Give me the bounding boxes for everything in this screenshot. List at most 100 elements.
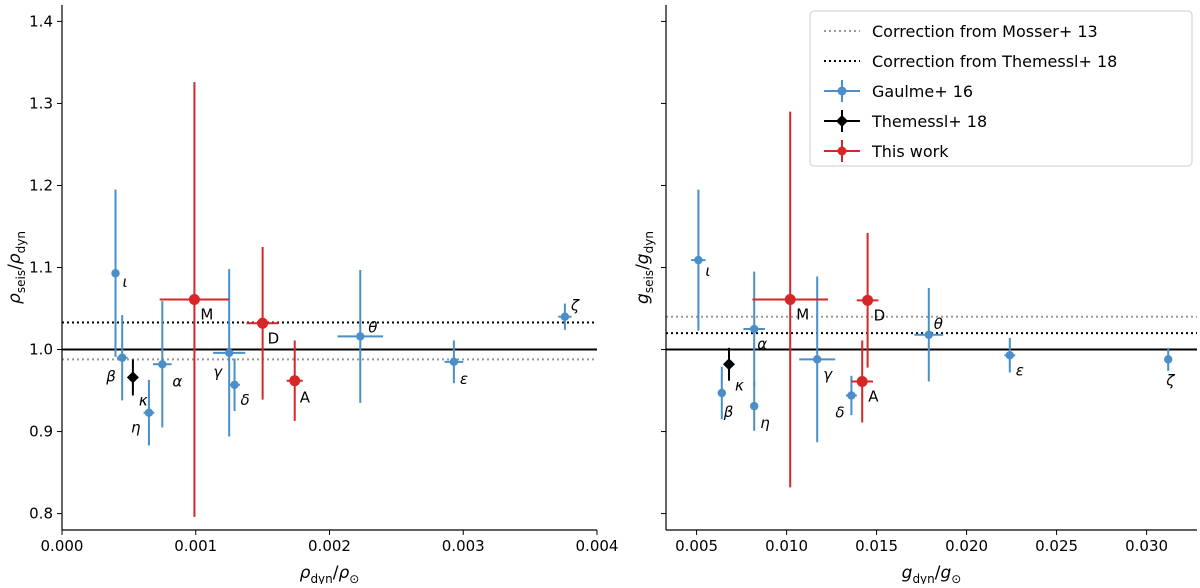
point-label: β	[105, 368, 116, 386]
point-label: D	[268, 329, 280, 347]
point-label: η	[760, 414, 770, 432]
data-point: θ	[914, 288, 944, 382]
point-label: α	[172, 372, 182, 390]
data-point: η	[750, 381, 770, 432]
legend-circle-marker	[837, 146, 847, 156]
y-tick-label: 1.2	[29, 176, 53, 194]
diamond-marker	[723, 358, 735, 371]
data-point: M	[159, 82, 230, 517]
data-point: A	[286, 340, 311, 421]
circle-marker	[224, 348, 234, 358]
data-point: ζ	[558, 297, 580, 330]
x-tick-label: 0.015	[855, 537, 898, 555]
legend: Correction from Mosser+ 13 Correction fro…	[809, 10, 1193, 167]
data-point: α	[152, 301, 182, 428]
circle-marker	[289, 375, 301, 387]
circle-marker	[750, 324, 759, 334]
data-point: η	[131, 379, 155, 446]
circle-marker	[1164, 355, 1173, 364]
x-axis-label: gdyn/g⊙	[902, 563, 962, 584]
point-label: ι	[705, 262, 710, 280]
legend-frame	[809, 10, 1193, 167]
circle-marker	[813, 355, 822, 364]
legend-circle-marker	[837, 86, 847, 96]
data-point: M	[752, 111, 828, 488]
circle-marker	[117, 353, 127, 362]
x-tick-label: 0.025	[1035, 537, 1078, 555]
circle-marker	[847, 391, 856, 400]
data-point: δ	[229, 358, 250, 412]
circle-marker	[257, 317, 269, 329]
data-point: ε	[444, 340, 468, 388]
circle-marker	[144, 408, 154, 417]
data-point: α	[743, 271, 767, 387]
data-point: γ	[799, 276, 836, 443]
point-label: γ	[823, 365, 833, 383]
point-label: ζ	[1165, 371, 1175, 389]
x-tick-label: 0.005	[675, 537, 718, 555]
x-tick-label: 0.003	[442, 537, 485, 555]
circle-marker	[230, 380, 239, 390]
point-label: M	[796, 305, 809, 323]
point-label: δ	[241, 391, 250, 409]
y-tick-label: 1.1	[29, 259, 53, 277]
circle-marker	[784, 293, 796, 305]
y-axis-label: gseis/gdyn	[633, 231, 656, 304]
point-label: δ	[835, 403, 844, 421]
circle-marker	[158, 360, 167, 369]
legend-diamond-marker	[836, 115, 848, 127]
circle-marker	[862, 294, 874, 306]
circle-marker	[356, 332, 365, 341]
circle-marker	[449, 357, 459, 367]
point-label: ε	[460, 370, 468, 388]
legend-label: Gaulme+ 16	[872, 82, 973, 101]
legend-label: Correction from Mosser+ 13	[872, 22, 1098, 41]
circle-marker	[856, 376, 868, 388]
diamond-marker	[126, 371, 139, 384]
point-label: κ	[735, 376, 744, 394]
legend-label: Correction from Themessl+ 18	[872, 52, 1117, 71]
data-point: A	[851, 340, 879, 423]
circle-marker	[717, 388, 726, 398]
point-label: κ	[139, 391, 148, 409]
data-point: D	[856, 233, 885, 368]
y-tick-label: 1.3	[29, 94, 53, 112]
y-tick-label: 1.4	[29, 12, 53, 30]
point-label: A	[868, 388, 879, 406]
data-point: κ	[126, 359, 148, 409]
data-point: δ	[835, 375, 857, 421]
data-point: ι	[111, 189, 128, 357]
x-tick-label: 0.020	[945, 537, 988, 555]
x-tick-label: 0.010	[765, 537, 808, 555]
y-tick-label: 1.0	[29, 341, 53, 359]
legend-entry: This work	[824, 140, 949, 162]
legend-label: Themessl+ 18	[871, 112, 987, 131]
data-point: ε	[1004, 338, 1024, 379]
data-point: κ	[723, 347, 744, 394]
x-axis-label: ρdyn/ρ⊙	[300, 563, 360, 584]
data-point: β	[717, 366, 734, 421]
legend-entry: Correction from Mosser+ 13	[824, 22, 1098, 41]
point-label: θ	[368, 318, 377, 336]
y-tick-label: 0.8	[29, 505, 53, 523]
data-point: β	[105, 315, 128, 401]
point-label: M	[200, 305, 213, 323]
x-tick-label: 0.030	[1125, 537, 1168, 555]
circle-marker	[1005, 351, 1014, 360]
point-label: θ	[934, 315, 943, 333]
data-point: ζ	[1164, 347, 1175, 389]
legend-entry: Gaulme+ 16	[824, 80, 973, 102]
y-axis-label: ρseis/ρdyn	[5, 231, 28, 304]
circle-marker	[111, 269, 120, 278]
legend-label: This work	[871, 142, 949, 161]
panel-density: ι β α η γδ θ ε ζ κ M D A 0.000 0.001 0.002 0.003 0.004 0.…	[5, 5, 618, 586]
data-point: D	[246, 246, 280, 400]
data-point: θ	[337, 269, 383, 403]
point-label: α	[757, 335, 767, 353]
data-point: ι	[691, 189, 710, 331]
circle-marker	[750, 401, 759, 411]
circle-marker	[560, 312, 570, 321]
x-tick-label: 0.001	[174, 537, 217, 555]
legend-entry: Themessl+ 18	[824, 110, 987, 132]
